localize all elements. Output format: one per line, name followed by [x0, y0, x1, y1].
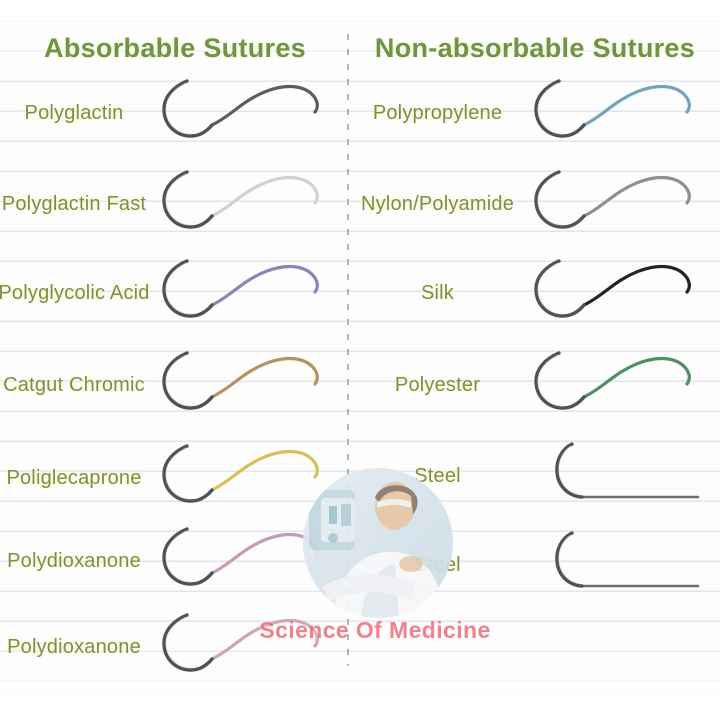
suture-label: Polydioxanone [7, 549, 141, 572]
suture-needle-icon [162, 259, 214, 318]
suture-label: Polypropylene [372, 101, 503, 124]
suture-label: Polydioxanone [7, 635, 141, 658]
suture-illustration [534, 259, 691, 318]
needle-highlight [165, 616, 192, 669]
suture-needle-icon [162, 527, 214, 586]
suture-label: Polyglactin [24, 101, 124, 124]
suture-thread [210, 618, 319, 661]
suture-needle-icon [162, 351, 214, 410]
suture-thread [582, 175, 691, 218]
suture-thread [210, 449, 319, 492]
suture-needle-icon [162, 444, 214, 503]
suture-thread [582, 84, 691, 127]
row-polypropylene: Polypropylene [350, 78, 720, 148]
row-silk: Silk [350, 258, 720, 328]
suture-illustration [534, 351, 691, 410]
suture-thread [210, 532, 319, 575]
suture-needle-icon [534, 79, 586, 138]
needle-highlight [537, 82, 564, 135]
suture-illustration [555, 442, 700, 499]
needle-highlight [537, 173, 564, 226]
needle-highlight [537, 262, 564, 315]
suture-illustration [534, 79, 691, 138]
needle-highlight [165, 530, 192, 583]
suture-thread [582, 356, 691, 399]
column-divider [347, 34, 349, 666]
suture-illustration [162, 259, 319, 318]
suture-illustration [534, 170, 691, 229]
row-polyester: Polyester [350, 350, 720, 420]
suture-needle-icon [555, 531, 584, 588]
row-nylon-polyamide: Nylon/Polyamide [350, 169, 720, 239]
needle-highlight [558, 534, 582, 585]
needle-highlight [165, 354, 192, 407]
row-polydioxanone-1: Polydioxanone [0, 526, 350, 596]
row-polyglactin-fast: Polyglactin Fast [0, 169, 350, 239]
row-steel-1: Steel [350, 441, 720, 511]
watermark-photo [303, 468, 453, 618]
suture-thread [582, 264, 691, 307]
needle-highlight [558, 445, 582, 496]
suture-label: Silk [420, 281, 455, 304]
suture-needle-icon [534, 351, 586, 410]
row-polyglycolic-acid: Polyglycolic Acid [0, 258, 350, 328]
suture-illustration [162, 613, 319, 672]
suture-needle-icon [534, 259, 586, 318]
suture-thread [210, 356, 319, 399]
suture-label: Catgut Chromic [3, 373, 145, 396]
suture-label: Polyglycolic Acid [0, 281, 150, 304]
suture-thread [210, 175, 319, 218]
needle-highlight [165, 173, 192, 226]
needle-highlight [165, 82, 192, 135]
suture-needle-icon [534, 170, 586, 229]
suture-thread [210, 84, 319, 127]
column-title-absorbable: Absorbable Sutures [44, 33, 306, 63]
row-catgut-chromic: Catgut Chromic [0, 350, 350, 420]
needle-highlight [165, 262, 192, 315]
suture-label: Polyester [394, 373, 481, 396]
suture-needle-icon [555, 442, 584, 499]
suture-illustration [162, 170, 319, 229]
suture-needle-icon [162, 613, 214, 672]
lab-scientist-photo [303, 468, 453, 618]
suture-label: Poliglecaprone [6, 466, 142, 489]
column-title-non-absorbable: Non-absorbable Sutures [374, 33, 696, 63]
row-polydioxanone-2: Polydioxanone [0, 612, 350, 682]
suture-needle-icon [162, 79, 214, 138]
suture-thread [210, 264, 319, 307]
suture-illustration [162, 79, 319, 138]
row-polyglactin: Polyglactin [0, 78, 350, 148]
suture-illustration [162, 444, 319, 503]
needle-highlight [537, 354, 564, 407]
suture-label: Polyglactin Fast [1, 192, 147, 215]
suture-needle-icon [162, 170, 214, 229]
suture-label: Nylon/Polyamide [360, 192, 515, 215]
suture-illustration [555, 531, 700, 588]
row-poliglecaprone: Poliglecaprone [0, 443, 350, 513]
watermark-text: Science Of Medicine [259, 617, 491, 643]
needle-highlight [165, 447, 192, 500]
suture-illustration [162, 351, 319, 410]
suture-label: Steel [414, 464, 461, 487]
